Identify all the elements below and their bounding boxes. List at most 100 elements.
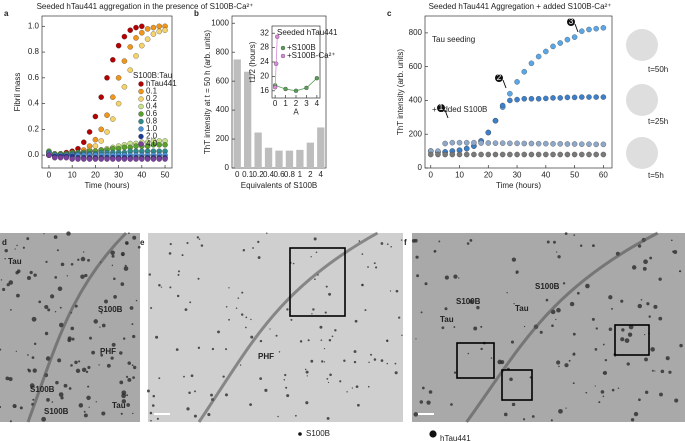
marker <box>162 27 168 33</box>
micrograph <box>148 233 403 422</box>
marker <box>52 154 58 161</box>
step-marker <box>495 74 503 82</box>
particle <box>188 391 191 395</box>
particle <box>80 256 86 262</box>
particle <box>121 399 127 404</box>
plot-frame <box>271 25 321 99</box>
y-tick-label: 1.0 <box>28 21 40 30</box>
panel-label: d <box>2 238 7 247</box>
particle <box>648 315 651 318</box>
particle <box>638 398 641 402</box>
particle <box>127 377 132 382</box>
marker <box>492 151 499 158</box>
arrow <box>574 23 579 33</box>
particle <box>617 387 620 389</box>
particle <box>259 377 262 380</box>
particle <box>86 395 91 401</box>
particle <box>386 362 389 365</box>
marker <box>274 61 279 66</box>
marker <box>492 140 499 146</box>
particle <box>60 396 64 400</box>
x-tick-label: 50 <box>570 171 579 180</box>
particle <box>41 416 47 422</box>
particle <box>135 299 138 302</box>
particle <box>621 328 625 332</box>
particle <box>183 375 185 378</box>
particle <box>400 239 403 241</box>
particle <box>126 394 129 397</box>
marker <box>156 156 162 162</box>
marker <box>557 95 563 101</box>
particle <box>158 377 161 380</box>
marker <box>564 94 571 101</box>
marker <box>442 151 448 158</box>
y-tick-label: 200 <box>216 134 230 143</box>
marker <box>104 156 110 162</box>
particle <box>242 249 246 252</box>
particle <box>71 337 75 341</box>
marker <box>586 151 592 158</box>
marker <box>586 26 592 33</box>
marker <box>478 151 484 158</box>
particle <box>98 364 100 366</box>
particle <box>579 244 583 247</box>
marker <box>579 94 585 100</box>
marker <box>115 75 122 81</box>
particle <box>531 415 535 418</box>
marker <box>507 97 513 104</box>
step-marker <box>437 104 445 112</box>
particle <box>660 369 665 374</box>
particle <box>26 237 30 241</box>
particle <box>58 392 64 397</box>
marker <box>115 100 122 107</box>
particle <box>444 307 448 311</box>
particle <box>87 385 90 388</box>
marker <box>456 139 463 146</box>
y-tick-label: 28 <box>260 43 269 52</box>
y-tick-label: 16 <box>260 86 269 95</box>
marker <box>593 141 599 148</box>
particle <box>550 419 553 422</box>
marker <box>86 156 93 162</box>
particle <box>119 380 124 385</box>
legend-text: hTau441 <box>146 79 177 88</box>
particle <box>113 277 116 281</box>
particle <box>602 395 605 398</box>
x-tick-label: 1 <box>298 170 303 179</box>
particle <box>0 348 2 351</box>
marker <box>586 141 592 147</box>
particle <box>467 352 470 355</box>
legend-text: 0.1 <box>146 87 158 96</box>
legend-text: S100B <box>306 429 330 438</box>
marker <box>69 156 75 162</box>
particle <box>100 311 103 314</box>
particle <box>224 393 228 397</box>
particle <box>642 266 647 271</box>
particle <box>420 311 423 314</box>
particle <box>70 364 73 367</box>
particle <box>401 334 403 337</box>
particle <box>557 255 561 259</box>
particle <box>193 414 197 418</box>
particle <box>225 348 228 351</box>
particle <box>125 375 129 378</box>
marker <box>121 84 128 90</box>
x-tick-label: 1 <box>283 99 288 108</box>
marker <box>485 129 492 136</box>
particle <box>480 347 483 351</box>
marker <box>57 154 64 161</box>
marker <box>485 140 492 146</box>
x-tick-label: 0 <box>273 99 278 108</box>
particle <box>63 383 68 388</box>
particle <box>101 411 106 416</box>
particle <box>239 364 242 366</box>
particle <box>602 370 608 376</box>
marker <box>115 156 122 162</box>
particle <box>66 275 69 277</box>
particle <box>104 299 108 304</box>
marker <box>579 151 585 158</box>
particle <box>320 339 323 341</box>
x-axis-label: Time (hours) <box>496 181 541 190</box>
annotation: t=50h <box>648 65 668 74</box>
